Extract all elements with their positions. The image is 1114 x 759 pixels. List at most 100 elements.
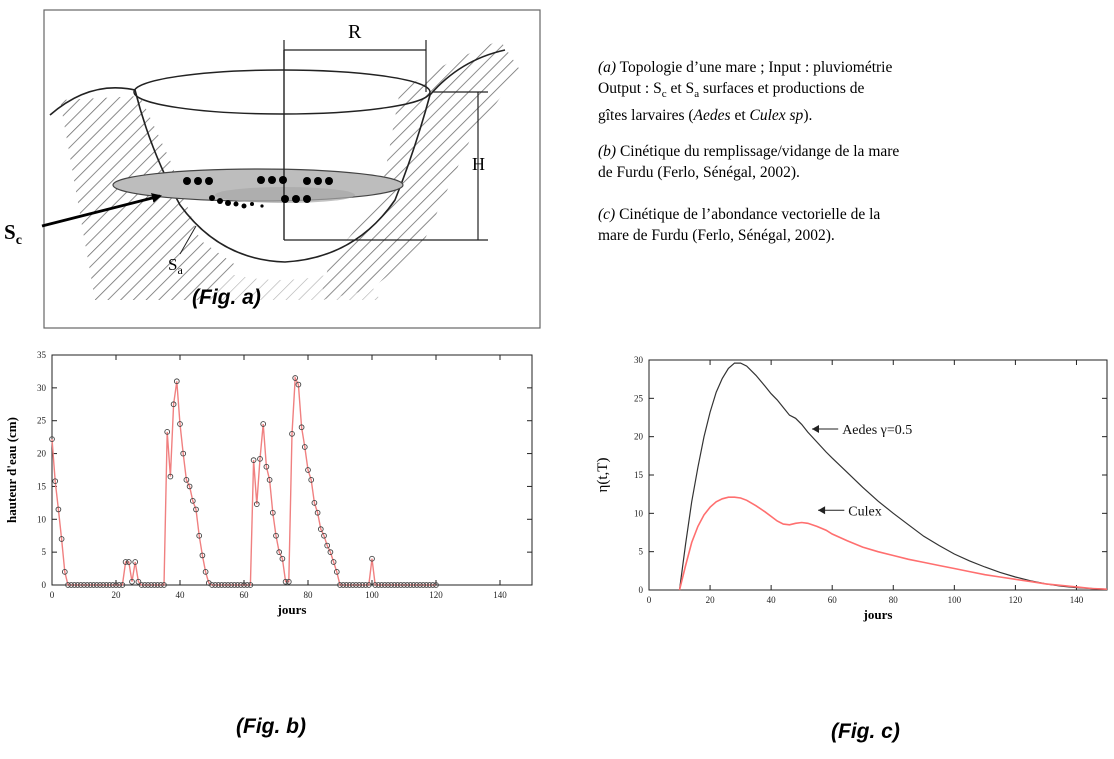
y-tick-label: 15 <box>634 470 644 480</box>
data-point <box>327 549 334 555</box>
y-axis-label: hauteur d'eau (cm) <box>4 417 19 523</box>
data-point <box>388 582 395 588</box>
plot-frame <box>51 354 533 586</box>
data-point <box>177 421 183 427</box>
y-tick-label: 20 <box>37 449 47 459</box>
larvae-dots <box>183 176 333 209</box>
data-point <box>362 582 369 588</box>
data-point <box>65 582 71 588</box>
data-point <box>257 455 263 462</box>
x-axis-label: jours <box>863 607 893 622</box>
series-line-water-height <box>51 375 436 586</box>
data-point <box>215 582 222 588</box>
data-point <box>209 582 215 588</box>
data-point <box>212 582 219 588</box>
data-point <box>385 582 391 588</box>
caption-fig-a: (Fig. a) <box>192 286 261 309</box>
data-point <box>170 401 177 408</box>
y-tick-label: 30 <box>37 383 47 393</box>
data-point <box>100 582 107 588</box>
x-tick-label: 0 <box>50 590 55 600</box>
plot-frame <box>648 359 1108 591</box>
data-point <box>52 478 59 485</box>
data-point <box>305 467 311 473</box>
data-point <box>151 582 158 588</box>
data-point <box>250 457 257 463</box>
x-tick-label: 20 <box>706 595 716 605</box>
data-point <box>189 498 196 504</box>
label-h: H <box>472 154 485 174</box>
data-point <box>61 569 68 575</box>
data-point <box>138 582 145 588</box>
legend-a: (a) Topologie d’une mare ; Input : pluvi… <box>598 59 893 125</box>
data-point <box>141 582 148 588</box>
data-point <box>193 506 199 513</box>
y-tick-label: 25 <box>634 393 644 403</box>
data-point <box>375 582 382 588</box>
data-point <box>349 582 356 588</box>
data-point <box>292 375 299 381</box>
data-point <box>237 582 244 588</box>
data-point <box>340 582 347 588</box>
data-point <box>87 582 94 588</box>
x-tick-label: 120 <box>429 590 443 600</box>
y-tick-label: 20 <box>634 432 644 442</box>
data-point <box>90 582 97 588</box>
data-point <box>106 582 113 588</box>
y-tick-label: 10 <box>634 508 644 518</box>
data-point <box>253 501 260 508</box>
data-point <box>244 582 251 588</box>
data-point <box>295 381 302 388</box>
x-tick-label: 0 <box>647 595 652 605</box>
y-tick-label: 5 <box>639 547 644 557</box>
data-point <box>77 582 84 588</box>
x-tick-label: 140 <box>1070 595 1084 605</box>
data-point <box>116 582 123 588</box>
data-point <box>426 582 433 588</box>
data-point <box>157 582 164 588</box>
data-point <box>269 509 276 516</box>
data-point <box>285 578 292 585</box>
data-point <box>135 578 142 585</box>
data-point <box>164 429 171 435</box>
data-point <box>103 582 110 588</box>
legend-b: (b) Cinétique du remplissage/vidange de … <box>598 143 900 181</box>
pond-rim <box>133 69 431 115</box>
figure-a-diagram: R H Sa Sc <box>4 9 541 329</box>
data-point <box>119 582 126 588</box>
data-point <box>359 582 366 588</box>
data-point <box>321 532 327 539</box>
data-point <box>308 477 315 483</box>
data-point <box>81 582 87 588</box>
data-point <box>273 532 279 539</box>
y-tick-label: 0 <box>639 585 644 595</box>
data-point <box>391 582 398 588</box>
caption-fig-c: (Fig. c) <box>831 720 900 743</box>
sc-arrow <box>41 193 162 228</box>
legend-c: (c) Cinétique de l’abondance vectorielle… <box>598 206 881 244</box>
annotation-aedes-arrowhead <box>811 425 819 433</box>
data-point <box>122 559 129 565</box>
data-point <box>407 582 414 588</box>
data-point <box>180 450 187 457</box>
data-point <box>410 582 417 588</box>
data-point <box>132 559 139 565</box>
data-point <box>317 526 324 532</box>
x-tick-label: 120 <box>1009 595 1023 605</box>
data-point <box>196 532 203 539</box>
data-point <box>282 578 289 585</box>
data-point <box>173 378 180 385</box>
data-point <box>241 582 247 588</box>
data-point <box>109 582 116 588</box>
data-point <box>365 582 372 588</box>
y-tick-label: 15 <box>37 481 47 491</box>
data-point <box>260 421 267 427</box>
ground-hatch-bottom <box>180 265 380 300</box>
data-point <box>381 582 388 588</box>
data-point <box>429 582 436 588</box>
data-point <box>420 582 427 588</box>
data-point <box>199 552 206 559</box>
y-tick-label: 30 <box>634 355 644 365</box>
data-point <box>279 555 286 562</box>
series-line-aedes <box>678 362 1108 591</box>
